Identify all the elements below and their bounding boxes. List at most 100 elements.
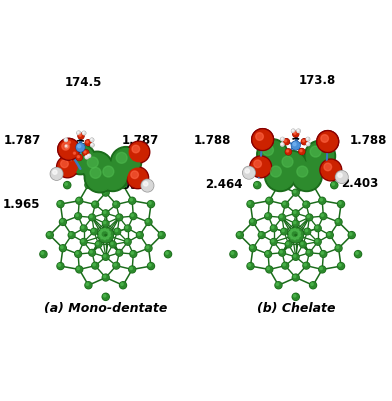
Circle shape bbox=[96, 243, 99, 245]
Circle shape bbox=[142, 180, 153, 192]
Circle shape bbox=[307, 251, 312, 256]
Circle shape bbox=[250, 220, 256, 225]
Circle shape bbox=[276, 283, 279, 286]
Circle shape bbox=[254, 182, 261, 189]
Circle shape bbox=[86, 142, 88, 144]
Circle shape bbox=[315, 240, 320, 245]
Circle shape bbox=[300, 241, 306, 248]
Circle shape bbox=[76, 266, 83, 273]
Circle shape bbox=[90, 168, 101, 179]
Circle shape bbox=[149, 203, 151, 205]
Circle shape bbox=[103, 167, 114, 178]
Circle shape bbox=[297, 234, 303, 240]
Circle shape bbox=[265, 161, 296, 192]
Circle shape bbox=[267, 163, 294, 190]
Circle shape bbox=[294, 275, 296, 278]
Circle shape bbox=[90, 216, 92, 218]
Circle shape bbox=[266, 215, 269, 217]
Circle shape bbox=[125, 226, 131, 231]
Circle shape bbox=[318, 133, 338, 152]
Circle shape bbox=[91, 144, 94, 148]
Circle shape bbox=[304, 203, 309, 208]
Circle shape bbox=[77, 267, 80, 270]
Circle shape bbox=[86, 283, 89, 286]
Circle shape bbox=[82, 132, 86, 136]
Circle shape bbox=[89, 215, 95, 221]
Circle shape bbox=[120, 182, 127, 189]
Circle shape bbox=[355, 252, 361, 257]
Circle shape bbox=[295, 229, 302, 235]
Circle shape bbox=[92, 202, 98, 209]
Circle shape bbox=[304, 141, 336, 172]
Circle shape bbox=[256, 134, 263, 141]
Circle shape bbox=[120, 283, 126, 288]
Circle shape bbox=[148, 202, 154, 207]
Circle shape bbox=[281, 139, 283, 140]
Circle shape bbox=[108, 232, 113, 237]
Circle shape bbox=[316, 227, 318, 229]
Circle shape bbox=[91, 229, 97, 235]
Circle shape bbox=[103, 229, 106, 231]
Circle shape bbox=[57, 201, 64, 208]
Circle shape bbox=[75, 213, 82, 220]
Circle shape bbox=[93, 203, 98, 208]
Circle shape bbox=[247, 263, 254, 270]
Circle shape bbox=[266, 252, 269, 255]
Circle shape bbox=[259, 141, 286, 169]
Circle shape bbox=[306, 250, 313, 257]
Circle shape bbox=[71, 150, 82, 161]
Circle shape bbox=[285, 241, 292, 248]
Circle shape bbox=[281, 144, 283, 145]
Circle shape bbox=[114, 264, 116, 266]
Circle shape bbox=[265, 251, 272, 258]
Circle shape bbox=[248, 203, 250, 205]
Circle shape bbox=[103, 255, 106, 257]
Circle shape bbox=[332, 183, 334, 186]
Circle shape bbox=[117, 216, 120, 218]
Circle shape bbox=[285, 150, 291, 156]
Circle shape bbox=[143, 182, 148, 186]
Circle shape bbox=[115, 230, 118, 232]
Circle shape bbox=[58, 139, 80, 161]
Circle shape bbox=[99, 163, 127, 190]
Circle shape bbox=[108, 234, 113, 239]
Circle shape bbox=[348, 232, 355, 239]
Circle shape bbox=[280, 216, 282, 218]
Circle shape bbox=[349, 233, 352, 236]
Circle shape bbox=[231, 252, 234, 255]
Circle shape bbox=[88, 155, 89, 156]
Circle shape bbox=[321, 161, 340, 180]
Circle shape bbox=[294, 238, 296, 240]
Circle shape bbox=[60, 219, 66, 226]
Circle shape bbox=[320, 213, 327, 220]
Circle shape bbox=[272, 227, 274, 229]
Circle shape bbox=[286, 242, 291, 247]
Circle shape bbox=[291, 230, 293, 232]
Circle shape bbox=[145, 245, 152, 252]
Text: 1.788: 1.788 bbox=[193, 134, 230, 147]
Circle shape bbox=[281, 143, 284, 147]
Circle shape bbox=[315, 226, 320, 231]
Circle shape bbox=[103, 295, 106, 297]
Circle shape bbox=[103, 294, 109, 300]
Circle shape bbox=[287, 243, 289, 245]
Text: 173.8: 173.8 bbox=[299, 73, 336, 87]
Circle shape bbox=[243, 167, 255, 180]
Circle shape bbox=[130, 199, 132, 201]
Circle shape bbox=[69, 233, 72, 236]
Circle shape bbox=[58, 264, 61, 267]
Circle shape bbox=[321, 135, 328, 143]
Circle shape bbox=[86, 183, 89, 186]
Circle shape bbox=[127, 168, 149, 189]
Circle shape bbox=[284, 140, 289, 145]
Circle shape bbox=[59, 140, 78, 160]
Circle shape bbox=[106, 230, 109, 232]
Circle shape bbox=[293, 229, 298, 233]
Circle shape bbox=[115, 229, 120, 235]
Circle shape bbox=[279, 215, 285, 221]
Circle shape bbox=[103, 211, 106, 214]
Circle shape bbox=[142, 183, 144, 186]
Circle shape bbox=[91, 139, 93, 142]
Circle shape bbox=[314, 239, 321, 245]
Circle shape bbox=[47, 233, 50, 236]
